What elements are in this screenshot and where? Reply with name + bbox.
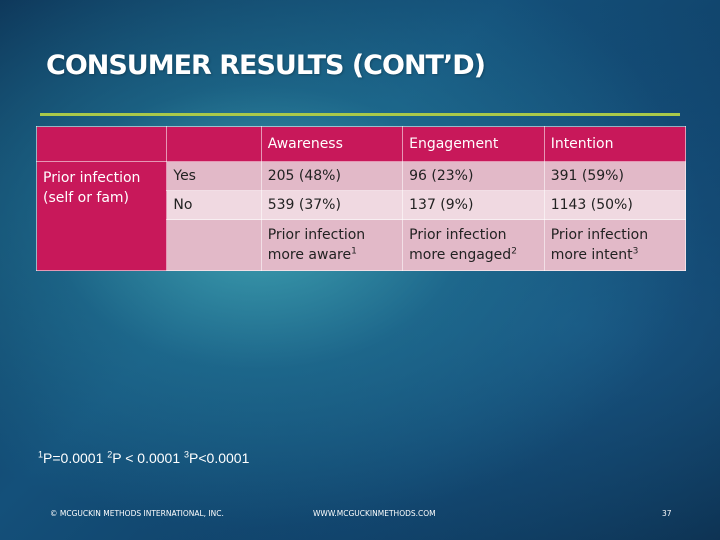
table-row: No 539 (37%) 137 (9%) 1143 (50%) <box>37 190 687 220</box>
note-text: Prior infection more engaged <box>409 227 512 263</box>
table-cell: 205 (48%) <box>260 161 404 191</box>
slide-title: CONSUMER RESULTS (CONT’D) <box>46 50 486 81</box>
note-cell-intention: Prior infection more intent3 <box>543 219 687 271</box>
footnote-superscript: 1 <box>38 449 44 460</box>
column-header-awareness: Awareness <box>260 126 404 162</box>
table-cell: 96 (23%) <box>402 161 545 191</box>
table-corner-cell <box>35 126 168 162</box>
note-cell-engagement: Prior infection more engaged2 <box>402 219 545 271</box>
footnote-superscript: 2 <box>107 449 113 460</box>
page-number: 37 <box>662 509 672 518</box>
results-table: Awareness Engagement Intention Prior inf… <box>35 126 687 271</box>
note-text: Prior infection more aware <box>267 227 366 263</box>
table-header-row: Awareness Engagement Intention <box>35 126 687 162</box>
table-corner-cell-2 <box>166 126 262 162</box>
footnote-text: P < 0.0001 <box>112 450 185 466</box>
note-text: Prior infection more intent <box>550 227 649 263</box>
footer-copyright: © MCGUCKIN METHODS INTERNATIONAL, INC. <box>50 509 224 518</box>
p-value-footnote: 1P=0.0001 2P < 0.0001 3P<0.0001 <box>38 450 249 466</box>
table-cell: 137 (9%) <box>402 190 545 220</box>
table-row: Prior infection more aware1 Prior infect… <box>37 219 687 271</box>
row-label-no: No <box>166 190 262 220</box>
column-header-intention: Intention <box>543 126 687 162</box>
table-cell: 1143 (50%) <box>543 190 687 220</box>
title-divider <box>40 113 680 116</box>
column-header-engagement: Engagement <box>402 126 545 162</box>
footnote-text: P<0.0001 <box>189 450 250 466</box>
note-superscript: 1 <box>351 246 357 257</box>
footnote-superscript: 3 <box>184 449 190 460</box>
note-cell-awareness: Prior infection more aware1 <box>260 219 404 271</box>
note-superscript: 2 <box>511 246 517 257</box>
table-cell: 391 (59%) <box>543 161 687 191</box>
table-cell: 539 (37%) <box>260 190 404 220</box>
row-label-yes: Yes <box>166 161 262 191</box>
footer-website: WWW.MCGUCKINMETHODS.COM <box>313 509 436 518</box>
table-empty-cell <box>166 219 262 271</box>
row-group-label: Prior infection (self or fam) <box>35 161 168 271</box>
table-row: Prior infection (self or fam) Yes 205 (4… <box>35 161 687 271</box>
footnote-text: P=0.0001 <box>43 450 108 466</box>
note-superscript: 3 <box>632 246 639 257</box>
